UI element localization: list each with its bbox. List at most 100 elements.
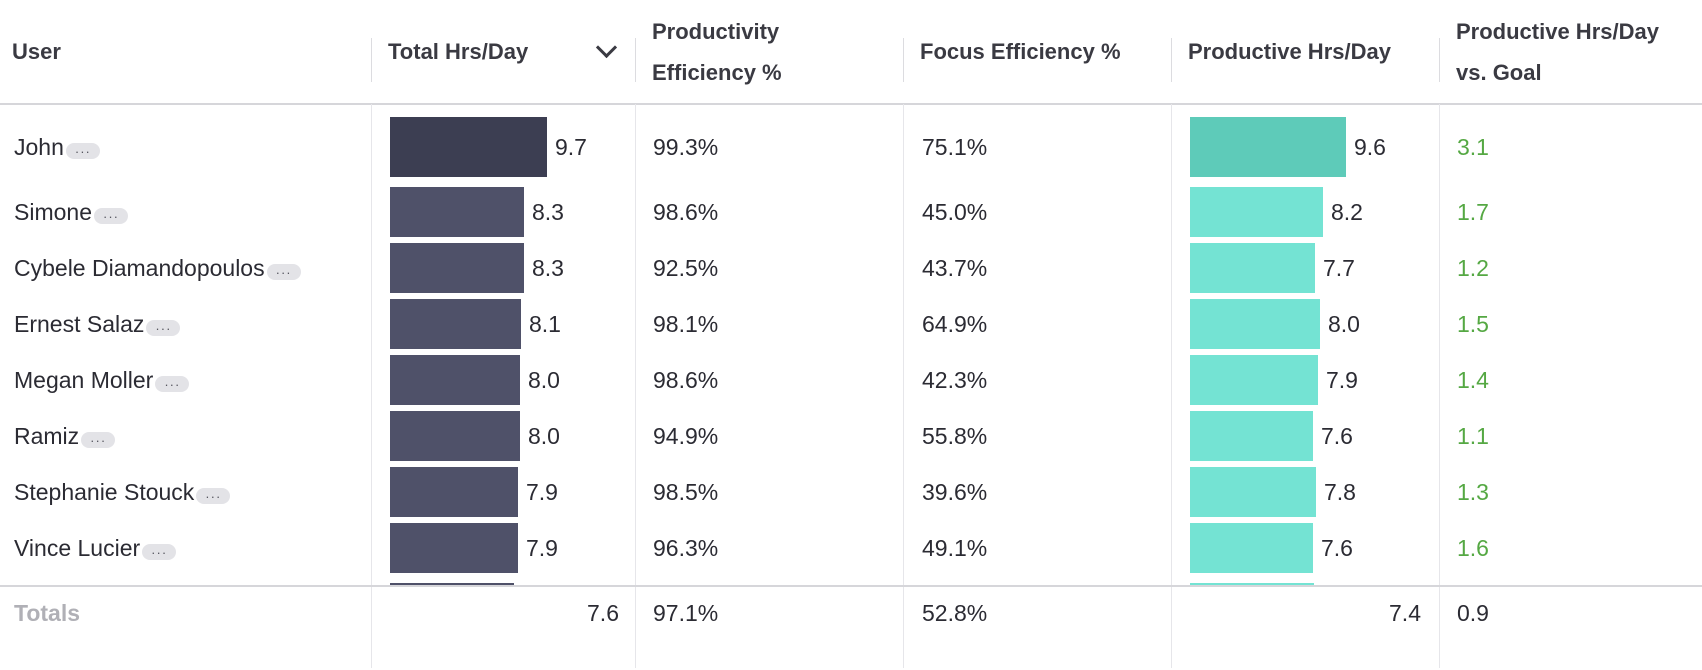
productive-hrs-value: 7.7 xyxy=(1323,254,1355,281)
user-cell[interactable]: Ramiz ··· xyxy=(14,411,116,461)
user-name[interactable]: John xyxy=(14,133,64,160)
user-name[interactable]: Cybele Diamandopoulos xyxy=(14,254,265,281)
total-hrs-value: 7.9 xyxy=(526,478,558,505)
totals-label: Totals xyxy=(14,599,81,626)
focus-cell: 42.3% xyxy=(922,366,988,393)
user-cell[interactable]: Simone ··· xyxy=(14,187,128,237)
user-cell[interactable]: Cybele Diamandopoulos ··· xyxy=(14,243,301,293)
total-hrs-bar xyxy=(390,117,547,177)
productivity-cell: 92.5% xyxy=(653,254,719,281)
user-name[interactable]: Simone xyxy=(14,198,92,225)
goal-cell: 3.1 xyxy=(1457,133,1489,160)
column-line xyxy=(371,104,372,668)
more-options-icon[interactable]: ··· xyxy=(155,376,190,392)
totals-focus: 52.8% xyxy=(922,599,988,626)
totals-total-hrs: 7.6 xyxy=(587,599,619,626)
productive-hrs-value: 7.8 xyxy=(1324,478,1356,505)
totals-productive-hrs: 7.4 xyxy=(1389,599,1421,626)
more-options-icon[interactable]: ··· xyxy=(146,320,181,336)
total-hrs-value: 8.3 xyxy=(532,198,564,225)
column-header-focus-label: Focus Efficiency % xyxy=(920,39,1121,64)
total-hrs-cell: 9.7 xyxy=(390,117,587,177)
productive-hrs-value: 7.6 xyxy=(1321,422,1353,449)
column-header-total-hrs[interactable]: Total Hrs/Day xyxy=(388,0,628,103)
user-name[interactable]: Stephanie Stouck xyxy=(14,478,195,505)
productive-hrs-bar xyxy=(1190,523,1313,573)
productivity-cell: 96.3% xyxy=(653,534,719,561)
focus-cell: 49.1% xyxy=(922,534,988,561)
productive-hrs-cell: 7.8 xyxy=(1190,467,1356,517)
total-hrs-bar xyxy=(390,355,520,405)
total-hrs-value: 8.0 xyxy=(528,422,560,449)
productive-hrs-value: 7.9 xyxy=(1326,366,1358,393)
productivity-cell: 98.5% xyxy=(653,478,719,505)
total-hrs-bar xyxy=(390,411,520,461)
user-cell[interactable]: Ernest Salaz ··· xyxy=(14,299,181,349)
column-header-productive-label: Productive Hrs/Day xyxy=(1188,39,1391,64)
column-header-focus-efficiency[interactable]: Focus Efficiency % xyxy=(920,0,1170,103)
column-header-productivity-efficiency[interactable]: Productivity Efficiency % xyxy=(652,0,902,103)
productive-hrs-bar xyxy=(1190,411,1313,461)
focus-cell: 75.1% xyxy=(922,133,988,160)
user-name[interactable]: Ernest Salaz xyxy=(14,310,145,337)
totals-goal: 0.9 xyxy=(1457,599,1489,626)
column-divider[interactable] xyxy=(1171,38,1172,82)
total-hrs-value: 8.0 xyxy=(528,366,560,393)
column-line xyxy=(1171,104,1172,668)
productive-hrs-bar xyxy=(1190,243,1315,293)
productivity-cell: 98.1% xyxy=(653,310,719,337)
goal-cell: 1.5 xyxy=(1457,310,1489,337)
totals-productivity: 97.1% xyxy=(653,599,719,626)
column-divider[interactable] xyxy=(635,38,636,82)
productive-hrs-bar xyxy=(1190,299,1320,349)
table-row[interactable]: John ··· 9.7 99.3% 75.1% 9.6 3.1 xyxy=(0,117,1702,177)
user-cell[interactable]: Stephanie Stouck ··· xyxy=(14,467,231,517)
productive-hrs-cell: 7.6 xyxy=(1190,411,1353,461)
user-name[interactable]: Megan Moller xyxy=(14,366,154,393)
more-options-icon[interactable]: ··· xyxy=(93,208,128,224)
productive-hrs-bar xyxy=(1190,117,1346,177)
goal-cell: 1.4 xyxy=(1457,366,1489,393)
goal-cell: 1.7 xyxy=(1457,198,1489,225)
user-cell[interactable]: Vince Lucier ··· xyxy=(14,523,177,573)
more-options-icon[interactable]: ··· xyxy=(65,143,100,159)
user-name[interactable]: Vince Lucier xyxy=(14,534,141,561)
productive-hrs-cell: 7.6 xyxy=(1190,523,1353,573)
focus-cell: 43.7% xyxy=(922,254,988,281)
more-options-icon[interactable]: ··· xyxy=(196,488,231,504)
focus-cell: 55.8% xyxy=(922,422,988,449)
productive-hrs-bar xyxy=(1190,187,1323,237)
column-header-productive-hrs[interactable]: Productive Hrs/Day xyxy=(1188,0,1438,103)
column-divider[interactable] xyxy=(371,38,372,82)
table-row[interactable]: Stephanie Stouck ··· 7.9 98.5% 39.6% 7.8 1.3 xyxy=(0,467,1702,517)
user-cell[interactable]: Megan Moller ··· xyxy=(14,355,190,405)
column-header-goal[interactable]: Productive Hrs/Day vs. Goal xyxy=(1456,0,1696,103)
more-options-icon[interactable]: ··· xyxy=(142,544,177,560)
column-divider[interactable] xyxy=(1439,38,1440,82)
user-cell[interactable]: John ··· xyxy=(14,117,100,177)
table-row[interactable]: Megan Moller ··· 8.0 98.6% 42.3% 7.9 1.4 xyxy=(0,355,1702,405)
table-header: User Total Hrs/Day Productivity Efficien… xyxy=(0,0,1702,105)
more-options-icon[interactable]: ··· xyxy=(266,264,301,280)
table-row[interactable]: Cybele Diamandopoulos ··· 8.3 92.5% 43.7% 7.7… xyxy=(0,243,1702,293)
table-row[interactable]: Ramiz ··· 8.0 94.9% 55.8% 7.6 1.1 xyxy=(0,411,1702,461)
productive-hrs-value: 7.6 xyxy=(1321,534,1353,561)
column-header-goal-label-line1: Productive Hrs/Day xyxy=(1456,18,1659,44)
chevron-down-icon[interactable] xyxy=(595,36,618,59)
column-header-user[interactable]: User xyxy=(12,0,367,103)
productivity-cell: 99.3% xyxy=(653,133,719,160)
productive-hrs-cell: 7.7 xyxy=(1190,243,1355,293)
productive-hrs-cell: 8.2 xyxy=(1190,187,1363,237)
column-line xyxy=(903,104,904,668)
total-hrs-cell: 8.1 xyxy=(390,299,561,349)
total-hrs-cell: 7.9 xyxy=(390,523,558,573)
user-name[interactable]: Ramiz xyxy=(14,422,80,449)
table-row[interactable]: Ernest Salaz ··· 8.1 98.1% 64.9% 8.0 1.5 xyxy=(0,299,1702,349)
goal-cell: 1.2 xyxy=(1457,254,1489,281)
productive-hrs-cell: 7.9 xyxy=(1190,355,1358,405)
more-options-icon[interactable]: ··· xyxy=(81,432,116,448)
table-row[interactable]: Vince Lucier ··· 7.9 96.3% 49.1% 7.6 1.6 xyxy=(0,523,1702,573)
column-divider[interactable] xyxy=(903,38,904,82)
table-row[interactable]: Simone ··· 8.3 98.6% 45.0% 8.2 1.7 xyxy=(0,187,1702,237)
